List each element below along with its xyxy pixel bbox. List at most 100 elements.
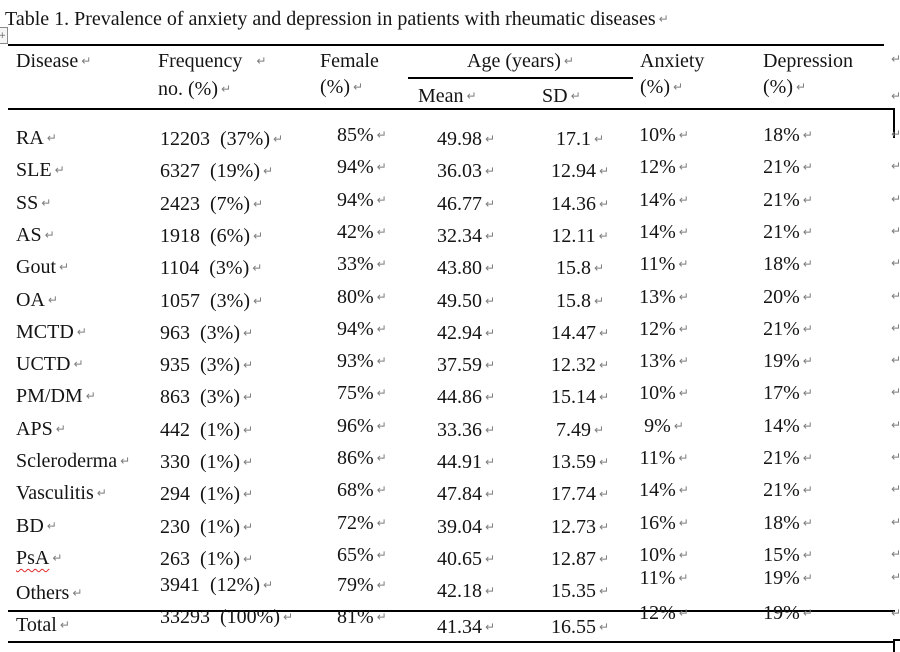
cell-mean: 49.50 ↵ [366,288,566,316]
cell-text: 11% [639,567,676,589]
paragraph-mark-icon: ↵ [598,197,610,211]
cell-text: 81% [337,606,374,628]
col-header-female: Female (%) ↵ [320,50,379,98]
cell-text: 44.86 [436,386,482,408]
cell-anxiety: 12% ↵ [564,600,764,628]
cell-mean: 46.77 ↵ [366,191,566,219]
cell-text: 21% [763,156,800,178]
col-header-frequency: Frequency ↵ no. (%) ↵ [158,50,267,100]
table-top-border [8,44,884,46]
cell-mean: 49.98 ↵ [366,126,566,154]
cell-disease: Gout ↵ [16,254,69,282]
paragraph-mark-icon: ↵ [376,578,387,592]
cell-mean: 33.36 ↵ [366,417,566,445]
cell-depression: 19% ↵ [688,348,888,376]
cell-text: 10% [639,544,676,566]
cell-text: 12% [639,156,676,178]
paragraph-mark-icon: ↵ [598,584,610,598]
paragraph-mark-icon: ↵ [678,257,689,271]
paragraph-mark-icon: ↵ [466,89,477,103]
end-of-row-mark-icon: ↵ [891,450,900,464]
bottom-right-corner-vertical [893,639,895,652]
cell-female: 72% ↵ [337,510,387,538]
paragraph-mark-icon: ↵ [484,520,496,534]
paragraph-mark-icon: ↵ [678,354,689,368]
end-of-row-mark-icon: ↵ [891,418,900,432]
cell-text: 330 (1%) [160,451,240,473]
paragraph-mark-icon: ↵ [802,354,813,368]
cell-anxiety: 11% ↵ [564,565,764,593]
paragraph-mark-icon: ↵ [376,128,387,142]
cell-depression: 17% ↵ [688,380,888,408]
cell-text: 230 (1%) [160,516,240,538]
cell-text: 79% [337,574,374,596]
cell-text: 15.8 [555,290,591,312]
cell-depression: 21% ↵ [688,316,888,344]
cell-sd: 17.1 ↵ [480,126,680,154]
cell-mean: 44.91 ↵ [366,449,566,477]
cell-disease: Others ↵ [16,580,82,608]
paragraph-mark-icon: ↵ [563,54,574,68]
paragraph-mark-icon: ↵ [802,606,813,620]
col-header-sd: SD ↵ [542,85,581,107]
cell-text: 68% [337,479,374,501]
cell-disease: SLE ↵ [16,157,65,185]
bottom-right-corner-horizontal [893,639,900,641]
paragraph-mark-icon: ↵ [598,358,610,372]
paragraph-mark-icon: ↵ [593,261,605,275]
cell-text: 80% [337,286,374,308]
cell-text: 16.55 [550,616,596,638]
cell-text: 21% [763,221,800,243]
end-of-row-mark-icon: ↵ [891,570,900,584]
paragraph-mark-icon: ↵ [598,164,610,178]
cell-mean: 42.94 ↵ [366,320,566,348]
cell-frequency: 1104 (3%) ↵ [160,255,262,283]
paragraph-mark-icon: ↵ [802,322,813,336]
cell-text: 1918 (6%) [160,225,250,247]
table-caption-text: Table 1. Prevalence of anxiety and depre… [5,8,656,30]
paragraph-mark-icon: ↵ [252,261,263,275]
cell-mean: 47.84 ↵ [366,481,566,509]
paragraph-mark-icon: ↵ [73,357,84,371]
cell-female: 94% ↵ [337,154,387,182]
paragraph-mark-icon: ↵ [484,390,496,404]
paragraph-mark-icon: ↵ [376,354,387,368]
table-handle-icon[interactable]: + [0,27,8,44]
cell-text: 17.1 [555,128,591,150]
cell-anxiety: 14% ↵ [564,187,764,215]
cell-female: 85% ↵ [337,122,387,150]
paragraph-mark-icon: ↵ [484,552,496,566]
cell-mean: 39.04 ↵ [366,514,566,542]
paragraph-mark-icon: ↵ [376,225,387,239]
cell-disease: Vasculitis ↵ [16,480,107,508]
cell-text: 294 (1%) [160,483,240,505]
cell-text: 18% [763,124,800,146]
cell-text: PsA [16,547,50,569]
paragraph-mark-icon: ↵ [46,131,57,145]
cell-text: 14.36 [550,193,596,215]
cell-text: 32.34 [436,225,482,247]
cell-text: 19% [763,567,800,589]
end-of-row-mark-icon: ↵ [891,192,900,206]
cell-text: 16% [639,512,676,534]
paragraph-mark-icon: ↵ [678,386,689,400]
cell-text: 14% [639,221,676,243]
cell-text: 21% [763,479,800,501]
cell-frequency: 294 (1%) ↵ [160,481,253,509]
paragraph-mark-icon: ↵ [120,454,131,468]
cell-depression: 21% ↵ [688,154,888,182]
cell-text: 12.32 [550,354,596,376]
total-row-top-border [8,610,895,612]
paragraph-mark-icon: ↵ [598,390,610,404]
end-of-row-mark-icon: ↵ [891,353,900,367]
cell-text: 93% [337,350,374,372]
paragraph-mark-icon: ↵ [76,325,87,339]
cell-depression: 21% ↵ [688,187,888,215]
cell-text: 44.91 [436,451,482,473]
paragraph-mark-icon: ↵ [673,419,684,433]
paragraph-mark-icon: ↵ [598,326,610,340]
paragraph-mark-icon: ↵ [252,229,264,243]
cell-text: 13.59 [550,451,596,473]
cell-text: 3941 (12%) [160,574,260,596]
cell-text: 41.34 [436,616,482,638]
